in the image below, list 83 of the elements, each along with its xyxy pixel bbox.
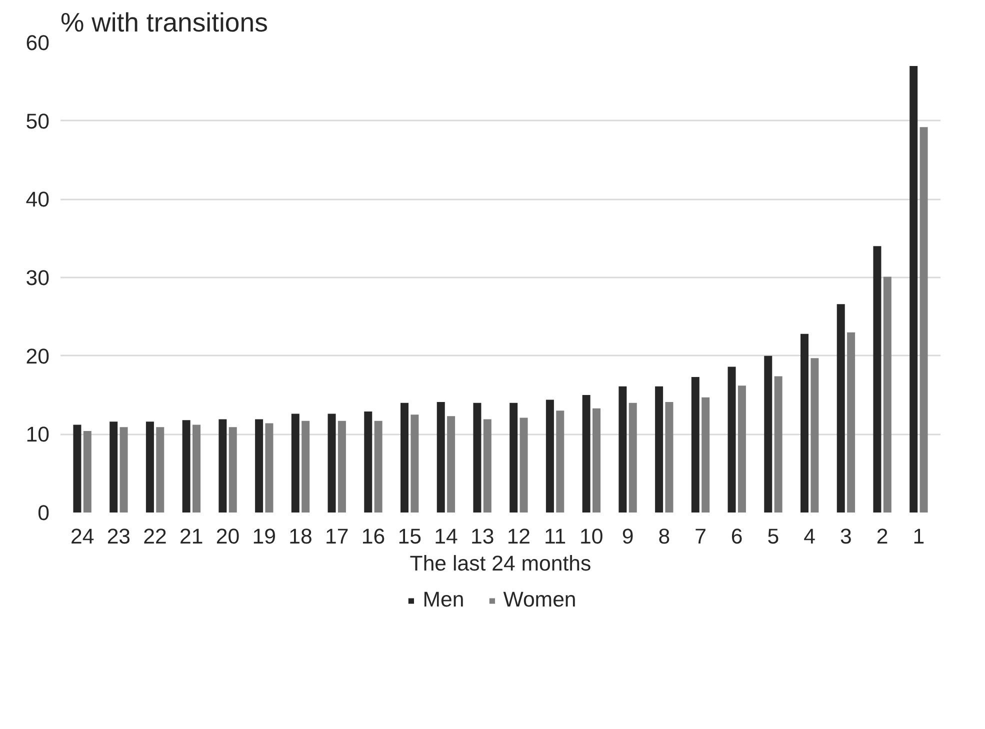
bar <box>800 334 808 512</box>
y-tick-label: 30 <box>26 266 50 290</box>
x-tick-label: 18 <box>288 524 312 548</box>
bar <box>836 304 845 512</box>
bar <box>473 402 482 512</box>
y-tick-label: 60 <box>26 31 50 55</box>
bar <box>228 427 237 512</box>
y-tick-label: 0 <box>38 501 50 525</box>
y-tick-label: 40 <box>26 188 50 212</box>
bar <box>810 358 819 512</box>
bar <box>910 66 918 512</box>
bar <box>883 276 892 512</box>
y-tick-label: 50 <box>26 109 50 134</box>
bar <box>873 246 882 512</box>
x-tick-label: 13 <box>470 524 494 548</box>
bar <box>436 402 445 512</box>
x-tick-label: 1 <box>912 524 925 548</box>
y-tick-label: 10 <box>26 422 50 447</box>
x-tick-label: 14 <box>434 524 458 548</box>
x-tick-label: 10 <box>580 524 604 548</box>
x-tick-label: 12 <box>506 524 531 548</box>
legend-label: Women <box>503 588 576 612</box>
bar <box>665 402 674 512</box>
bar <box>182 420 190 512</box>
bar <box>302 420 310 512</box>
x-tick-label: 23 <box>106 524 131 548</box>
x-tick-label: 19 <box>252 524 276 548</box>
x-tick-label: 4 <box>804 524 816 548</box>
x-axis-title: The last 24 months <box>410 552 592 576</box>
bar <box>146 422 154 512</box>
bar <box>691 376 700 512</box>
bar <box>120 427 128 512</box>
bar <box>192 424 200 512</box>
bar <box>83 431 92 512</box>
x-tick-label: 6 <box>730 524 743 548</box>
bar <box>338 420 346 512</box>
bar <box>218 419 227 512</box>
bar <box>483 419 492 512</box>
bar <box>328 414 336 512</box>
bar <box>556 410 564 512</box>
bar <box>364 411 372 512</box>
bar <box>110 422 118 512</box>
bar <box>410 414 419 512</box>
bar <box>73 424 82 512</box>
x-tick-label: 5 <box>767 524 780 548</box>
bar <box>156 427 164 512</box>
bar <box>847 332 856 512</box>
bar <box>510 402 518 512</box>
x-tick-label: 20 <box>216 524 240 548</box>
bar <box>728 366 736 512</box>
bar <box>447 416 456 512</box>
bar <box>592 408 600 512</box>
bar <box>920 127 928 512</box>
x-tick-label: 21 <box>180 524 204 548</box>
bar <box>738 386 746 512</box>
bar <box>702 397 710 512</box>
x-tick-label: 22 <box>143 524 167 548</box>
bar <box>265 423 274 512</box>
bar <box>582 395 590 512</box>
x-tick-label: 17 <box>325 524 349 548</box>
bar <box>618 386 627 512</box>
bar <box>546 400 554 512</box>
x-tick-label: 11 <box>544 524 566 548</box>
x-tick-label: 24 <box>70 524 94 548</box>
bar <box>291 414 300 512</box>
x-tick-label: 7 <box>694 524 706 548</box>
y-tick-label: 20 <box>26 344 50 368</box>
bar <box>655 386 664 512</box>
x-tick-label: 15 <box>398 524 422 548</box>
bar <box>628 402 637 512</box>
bar <box>374 420 382 512</box>
x-tick-label: 9 <box>622 524 634 548</box>
x-tick-label: 2 <box>876 524 888 548</box>
y-axis-title: % with transitions <box>60 8 268 38</box>
bar <box>774 376 782 512</box>
x-tick-label: 16 <box>361 524 386 548</box>
x-tick-label: 3 <box>840 524 852 548</box>
bar <box>400 402 408 512</box>
bar <box>764 356 772 512</box>
legend-label: Men <box>422 588 464 612</box>
bar <box>520 418 528 512</box>
x-tick-label: 8 <box>658 524 670 548</box>
bar <box>255 419 264 512</box>
